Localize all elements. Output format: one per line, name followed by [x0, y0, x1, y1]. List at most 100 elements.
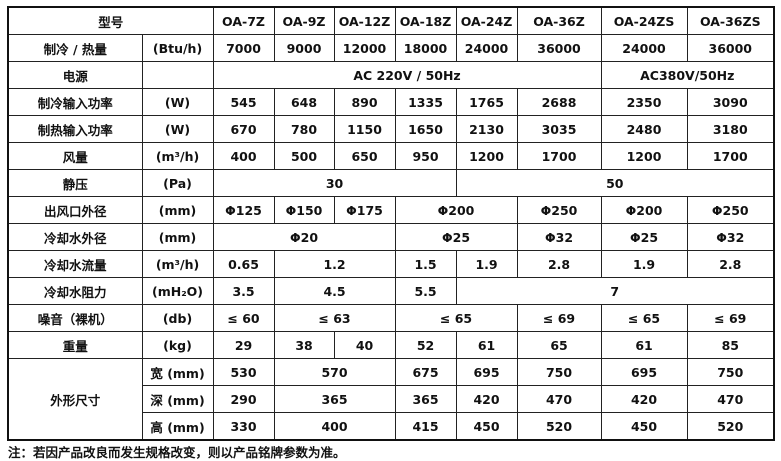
row-unit: (mm)	[141, 196, 214, 224]
row-label: 冷却水流量	[7, 250, 143, 278]
row-label: 冷却水外径	[7, 223, 143, 251]
value-cell: 365	[273, 385, 396, 413]
dimension-row: 高 (mm) 330 400 415 450 520 450 520	[8, 412, 775, 441]
footnote: 注：若因产品改良而发生规格改变，则以产品铭牌参数为准。	[8, 445, 346, 460]
table-row: 出风口外径 (mm) Φ125 Φ150 Φ175 Φ200 Φ250 Φ200 Φ250	[7, 196, 775, 224]
value-cell: Φ175	[333, 196, 396, 224]
table-row: 重量 (kg) 29 38 40 52 61 65 61 85	[7, 331, 775, 359]
value-cell: 890	[333, 88, 396, 116]
dimension-row: 深 (mm) 290 365 365 420 470 420 470	[8, 385, 775, 413]
value-cell: 7	[455, 277, 775, 305]
row-unit: (Btu/h)	[141, 34, 214, 62]
model-header: OA-18Z	[394, 6, 457, 35]
row-label: 电源	[7, 61, 143, 89]
value-cell: 40	[333, 331, 396, 359]
value-cell: 400	[212, 142, 275, 170]
table-row: 电源 AC 220V / 50Hz AC380V/50Hz	[7, 61, 775, 89]
value-cell: Φ25	[600, 223, 688, 251]
value-cell: 695	[455, 358, 518, 386]
value-cell: AC 220V / 50Hz	[212, 61, 602, 89]
value-cell: 1335	[394, 88, 457, 116]
value-cell: 450	[600, 412, 688, 441]
value-cell: 24000	[600, 34, 688, 62]
value-cell: 9000	[273, 34, 335, 62]
row-unit	[141, 61, 214, 89]
value-cell: 1150	[333, 115, 396, 143]
value-cell: 365	[394, 385, 457, 413]
table-row: 制冷 / 热量 (Btu/h) 7000 9000 12000 18000 24000 360…	[7, 34, 775, 62]
value-cell: 420	[600, 385, 688, 413]
value-cell: ≤ 65	[600, 304, 688, 332]
value-cell: 0.65	[212, 250, 275, 278]
value-cell: Φ150	[273, 196, 335, 224]
row-label: 制冷 / 热量	[7, 34, 143, 62]
value-cell: 36000	[686, 34, 775, 62]
value-cell: 3180	[686, 115, 775, 143]
value-cell: 85	[686, 331, 775, 359]
value-cell: 420	[455, 385, 518, 413]
value-cell: 29	[212, 331, 275, 359]
value-cell: 1.9	[455, 250, 518, 278]
value-cell: 530	[212, 358, 275, 386]
value-cell: 330	[212, 412, 275, 441]
value-cell: Φ250	[686, 196, 775, 224]
value-cell: Φ200	[600, 196, 688, 224]
value-cell: 50	[455, 169, 775, 197]
value-cell: 52	[394, 331, 457, 359]
value-cell: 950	[394, 142, 457, 170]
row-label: 噪音（裸机）	[7, 304, 143, 332]
value-cell: ≤ 69	[686, 304, 775, 332]
value-cell: Φ20	[212, 223, 396, 251]
value-cell: 65	[516, 331, 602, 359]
model-header: OA-24Z	[455, 6, 518, 35]
value-cell: 2480	[600, 115, 688, 143]
value-cell: 18000	[394, 34, 457, 62]
value-cell: 750	[516, 358, 602, 386]
table-row: 噪音（裸机） (db) ≤ 60 ≤ 63 ≤ 65 ≤ 69 ≤ 65 ≤ 69	[7, 304, 775, 332]
value-cell: 750	[686, 358, 775, 386]
value-cell: 1200	[600, 142, 688, 170]
value-cell: 400	[273, 412, 396, 441]
table-row: 冷却水外径 (mm) Φ20 Φ25 Φ32 Φ25 Φ32	[7, 223, 775, 251]
value-cell: Φ32	[686, 223, 775, 251]
value-cell: 2.8	[516, 250, 602, 278]
value-cell: 670	[212, 115, 275, 143]
row-unit: (mm)	[141, 223, 214, 251]
value-cell: 3035	[516, 115, 602, 143]
value-cell: 5.5	[394, 277, 457, 305]
value-cell: 675	[394, 358, 457, 386]
row-unit: 深 (mm)	[141, 385, 214, 413]
value-cell: 520	[686, 412, 775, 441]
value-cell: 2350	[600, 88, 688, 116]
value-cell: 61	[455, 331, 518, 359]
value-cell: 500	[273, 142, 335, 170]
value-cell: 470	[686, 385, 775, 413]
row-label: 风量	[7, 142, 143, 170]
value-cell: 36000	[516, 34, 602, 62]
value-cell: 1.9	[600, 250, 688, 278]
table-row: 制冷输入功率 (W) 545 648 890 1335 1765 2688 2350 3090	[7, 88, 775, 116]
value-cell: 1700	[516, 142, 602, 170]
row-label: 重量	[7, 331, 143, 359]
value-cell: Φ125	[212, 196, 275, 224]
value-cell: 38	[273, 331, 335, 359]
value-cell: 1765	[455, 88, 518, 116]
value-cell: Φ32	[516, 223, 602, 251]
row-label: 制热输入功率	[7, 115, 143, 143]
model-header: OA-7Z	[212, 6, 275, 35]
value-cell: 450	[455, 412, 518, 441]
row-label: 出风口外径	[7, 196, 143, 224]
model-header: OA-36Z	[516, 6, 602, 35]
value-cell: Φ200	[394, 196, 518, 224]
value-cell: 3.5	[212, 277, 275, 305]
value-cell: 570	[273, 358, 396, 386]
value-cell: ≤ 65	[394, 304, 518, 332]
row-unit: 高 (mm)	[141, 412, 214, 441]
dimension-row: 外形尺寸宽 (mm) 530 570 675 695 750 695 750	[7, 358, 775, 441]
value-cell: Φ250	[516, 196, 602, 224]
value-cell: 12000	[333, 34, 396, 62]
row-label: 冷却水阻力	[7, 277, 143, 305]
row-unit: (m³/h)	[141, 250, 214, 278]
value-cell: 1200	[455, 142, 518, 170]
value-cell: 2130	[455, 115, 518, 143]
